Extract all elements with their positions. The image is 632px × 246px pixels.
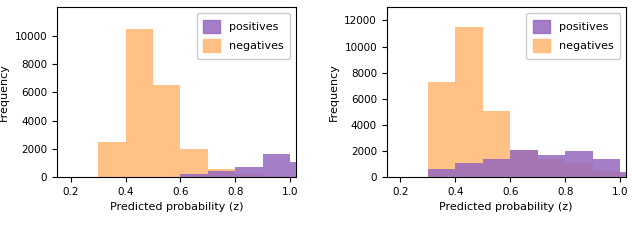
Bar xyxy=(510,150,538,177)
Bar xyxy=(263,154,290,177)
Bar xyxy=(236,167,263,177)
Y-axis label: Frequency: Frequency xyxy=(0,63,9,121)
Bar xyxy=(620,175,632,177)
Bar xyxy=(593,159,620,177)
Bar xyxy=(181,149,208,177)
X-axis label: Predicted probability (z): Predicted probability (z) xyxy=(109,202,243,212)
Bar xyxy=(456,163,483,177)
Bar xyxy=(565,151,593,177)
Bar xyxy=(236,174,263,177)
Bar xyxy=(98,142,126,177)
Bar xyxy=(538,155,565,177)
Bar xyxy=(538,159,565,177)
Bar xyxy=(290,176,318,177)
Bar xyxy=(593,170,620,177)
Bar xyxy=(510,150,538,177)
Bar xyxy=(153,85,181,177)
Bar xyxy=(565,163,593,177)
Bar xyxy=(483,159,510,177)
Bar xyxy=(208,169,236,177)
Bar xyxy=(263,176,290,177)
Y-axis label: Frequency: Frequency xyxy=(329,63,339,121)
Bar xyxy=(181,174,208,177)
Bar xyxy=(456,27,483,177)
Bar xyxy=(290,162,318,177)
Bar xyxy=(428,169,456,177)
Legend: positives, negatives: positives, negatives xyxy=(197,13,290,59)
Bar xyxy=(126,29,153,177)
Bar xyxy=(483,110,510,177)
Bar xyxy=(428,82,456,177)
Legend: positives, negatives: positives, negatives xyxy=(526,13,620,59)
Bar xyxy=(620,172,632,177)
Bar xyxy=(208,171,236,177)
X-axis label: Predicted probability (z): Predicted probability (z) xyxy=(439,202,573,212)
